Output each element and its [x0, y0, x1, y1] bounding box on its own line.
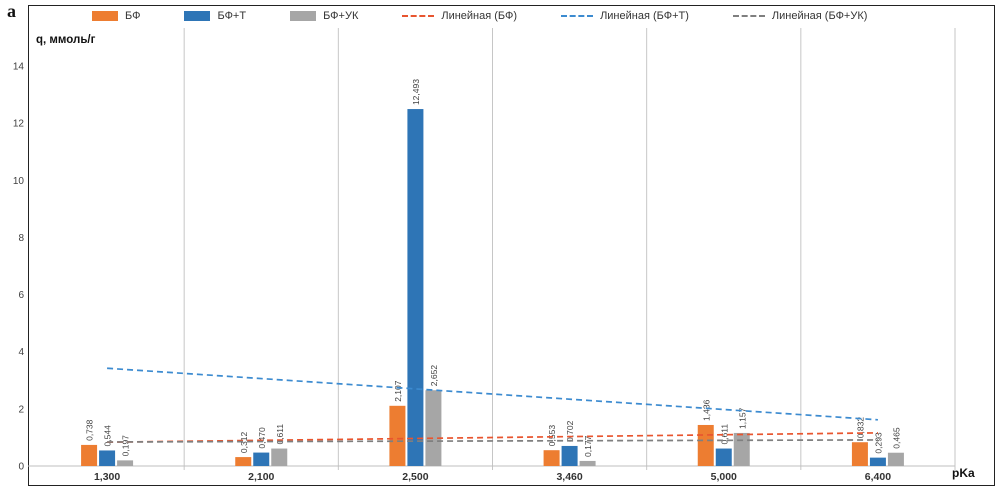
trendline-Линейная (БФ+Т)	[107, 367, 878, 421]
bar-БФ+Т-3,460	[561, 445, 578, 466]
bar-value-label: 0,197	[121, 435, 131, 457]
bar-value-label: 0,465	[891, 427, 901, 449]
chart-legend: БФ БФ+Т БФ+УК Линейная (БФ) Линейная (БФ+Т) Л…	[92, 10, 867, 22]
bar-БФ-3,460	[543, 450, 560, 466]
y-tick-label: 6	[18, 290, 24, 301]
bar-value-label: 0,832	[855, 417, 865, 439]
trendline-Линейная (БФ)	[107, 432, 878, 444]
bar-value-label: 2,107	[393, 380, 403, 402]
bar-value-label: 0,312	[239, 432, 249, 454]
legend-item-БФ: БФ	[92, 10, 140, 22]
bar-БФ+УК-2,100	[271, 448, 288, 466]
y-axis-title: q, ммоль/г	[36, 34, 96, 46]
legend-item-Линейная (БФ+Т): Линейная (БФ+Т)	[561, 10, 689, 22]
x-tick-label: 3,460	[556, 471, 582, 483]
bar-БФ-6,400	[851, 442, 868, 466]
trendline-Линейная (БФ+УК)	[107, 439, 878, 443]
bar-БФ+Т-2,500	[407, 109, 424, 467]
bar-БФ-1,300	[81, 444, 98, 466]
x-tick-label: 2,500	[402, 471, 428, 483]
bar-БФ-2,500	[389, 405, 406, 466]
bar-БФ-5,000	[697, 424, 714, 466]
chart-border	[28, 5, 995, 486]
bar-value-label: 0,470	[257, 427, 267, 449]
legend-label: БФ+УК	[323, 10, 359, 22]
legend-item-БФ+Т: БФ+Т	[184, 10, 246, 22]
y-tick-label: 10	[13, 176, 25, 187]
bar-value-label: 1,436	[701, 399, 711, 421]
legend-label: БФ	[125, 10, 141, 22]
bar-БФ+УК-3,460	[579, 460, 596, 466]
legend-label: БФ+Т	[217, 10, 247, 22]
bar-value-label: 12,493	[411, 79, 421, 105]
y-tick-label: 2	[18, 404, 24, 415]
y-tick-label: 4	[18, 347, 24, 358]
y-tick-label: 8	[18, 233, 24, 244]
bar-БФ+УК-5,000	[733, 432, 750, 466]
legend-label: Линейная (БФ)	[441, 10, 518, 22]
legend-item-Линейная (БФ): Линейная (БФ)	[402, 10, 517, 22]
legend-dashed-line-swatch-icon	[732, 15, 765, 17]
x-axis-title: pKa	[952, 466, 975, 480]
bar-БФ+Т-6,400	[869, 457, 886, 466]
bar-БФ+УК-6,400	[887, 452, 904, 466]
figure-panel-label: а	[7, 1, 16, 21]
bar-value-label: 0,611	[719, 424, 729, 445]
bar-БФ+Т-1,300	[99, 450, 116, 466]
bar-value-label: 0,553	[547, 425, 557, 447]
x-tick-label: 2,100	[248, 471, 274, 483]
legend-item-Линейная (БФ+УК): Линейная (БФ+УК)	[732, 10, 868, 22]
bar-БФ+Т-5,000	[715, 448, 732, 466]
x-tick-label: 1,300	[94, 471, 120, 483]
legend-dashed-line-swatch-icon	[402, 15, 435, 17]
legend-bar-swatch-icon	[184, 11, 211, 21]
bar-БФ+УК-2,500	[425, 390, 442, 466]
legend-bar-swatch-icon	[290, 11, 317, 21]
bar-БФ+Т-2,100	[253, 452, 270, 466]
legend-item-БФ+УК: БФ+УК	[290, 10, 358, 22]
x-tick-label: 6,400	[865, 471, 891, 483]
legend-label: Линейная (БФ+УК)	[771, 10, 868, 22]
bar-value-label: 0,611	[275, 424, 285, 445]
y-tick-label: 12	[13, 119, 25, 130]
y-tick-label: 0	[18, 462, 24, 473]
y-tick-label: 14	[13, 62, 25, 73]
bar-БФ-2,100	[235, 457, 252, 466]
bar-БФ+УК-1,300	[117, 460, 134, 466]
legend-bar-swatch-icon	[92, 11, 118, 21]
bar-value-label: 0,293	[873, 432, 883, 454]
x-tick-label: 5,000	[711, 471, 737, 483]
bar-value-label: 0,544	[103, 425, 113, 447]
bar-value-label: 0,702	[565, 420, 575, 442]
bar-value-label: 0,738	[85, 419, 95, 441]
bar-value-label: 1,157	[737, 407, 747, 429]
bar-value-label: 0,177	[583, 435, 593, 457]
legend-dashed-line-swatch-icon	[561, 15, 594, 17]
bar-value-label: 2,652	[429, 365, 439, 387]
legend-label: Линейная (БФ+Т)	[600, 10, 689, 22]
